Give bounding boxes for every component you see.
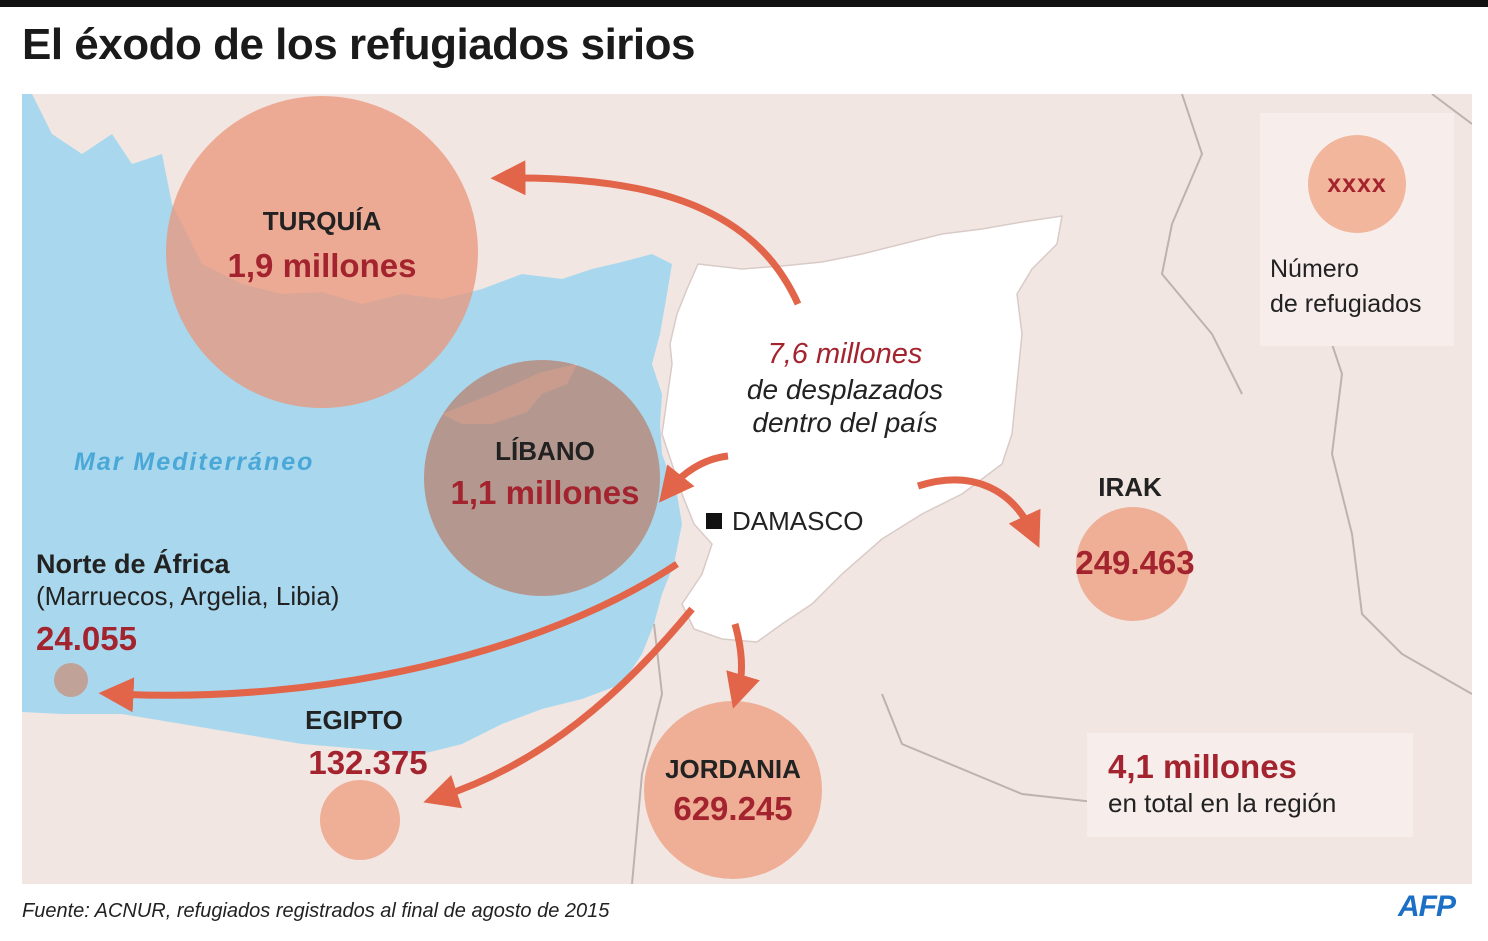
libano-value: 1,1 millones bbox=[450, 474, 640, 511]
egipto-name: EGIPTO bbox=[305, 705, 403, 735]
total-value: 4,1 millones bbox=[1108, 748, 1297, 785]
legend-line1: Número bbox=[1270, 255, 1359, 283]
damasco-label: DAMASCO bbox=[732, 506, 864, 536]
source-note: Fuente: ACNUR, refugiados registrados al… bbox=[22, 900, 610, 922]
country-border bbox=[1160, 94, 1243, 395]
libano-name: LÍBANO bbox=[495, 436, 595, 466]
page-title: El éxodo de los refugiados sirios bbox=[22, 20, 696, 69]
turquia-bubble bbox=[166, 96, 478, 408]
total-label: en total en la región bbox=[1108, 788, 1337, 818]
irak-value: 249.463 bbox=[1075, 544, 1195, 581]
norte-africa-subtitle: (Marruecos, Argelia, Libia) bbox=[36, 581, 340, 611]
country-border bbox=[1431, 94, 1472, 125]
country-border bbox=[1321, 313, 1472, 695]
jordania-value: 629.245 bbox=[673, 790, 793, 827]
arrow-to-libano bbox=[659, 452, 729, 503]
turquia-value: 1,9 millones bbox=[227, 247, 417, 284]
total-box bbox=[1087, 733, 1413, 837]
norte-africa-name: Norte de África bbox=[36, 549, 230, 579]
arrow-to-norte-africa bbox=[98, 561, 679, 713]
irak-bubble bbox=[1076, 507, 1190, 621]
turquia-name: TURQUÍA bbox=[262, 206, 382, 236]
syria-internal-line1: de desplazados bbox=[746, 374, 944, 405]
sea-label: Mar Mediterráneo bbox=[74, 448, 315, 476]
jordania-name: JORDANIA bbox=[665, 754, 801, 784]
arrow-to-turquia bbox=[490, 160, 802, 306]
arrow-to-jordania bbox=[726, 623, 760, 709]
legend-sample-bubble bbox=[1308, 135, 1406, 233]
legend-line2: de refugiados bbox=[1270, 290, 1422, 318]
arrow-to-irak bbox=[916, 476, 1041, 548]
irak-name: IRAK bbox=[1098, 472, 1162, 502]
norte-africa-bubble bbox=[54, 663, 88, 697]
syria-internal-line2: dentro del país bbox=[752, 407, 938, 438]
syria-territory bbox=[661, 215, 1063, 643]
egipto-bubble bbox=[320, 780, 400, 860]
afp-logo: AFP bbox=[1398, 890, 1456, 923]
map bbox=[22, 94, 1472, 884]
libano-bubble bbox=[424, 360, 660, 596]
norte-africa-value: 24.055 bbox=[36, 620, 137, 657]
map-graphic bbox=[22, 94, 1472, 884]
jordania-bubble bbox=[644, 701, 822, 879]
top-rule bbox=[0, 0, 1488, 7]
syria-internal-value: 7,6 millones bbox=[767, 338, 923, 370]
country-border bbox=[631, 623, 664, 884]
legend-sample-text: xxxx bbox=[1327, 170, 1387, 198]
damasco-marker bbox=[706, 513, 722, 529]
egipto-value: 132.375 bbox=[308, 744, 428, 781]
arrow-to-egipto bbox=[423, 606, 695, 809]
